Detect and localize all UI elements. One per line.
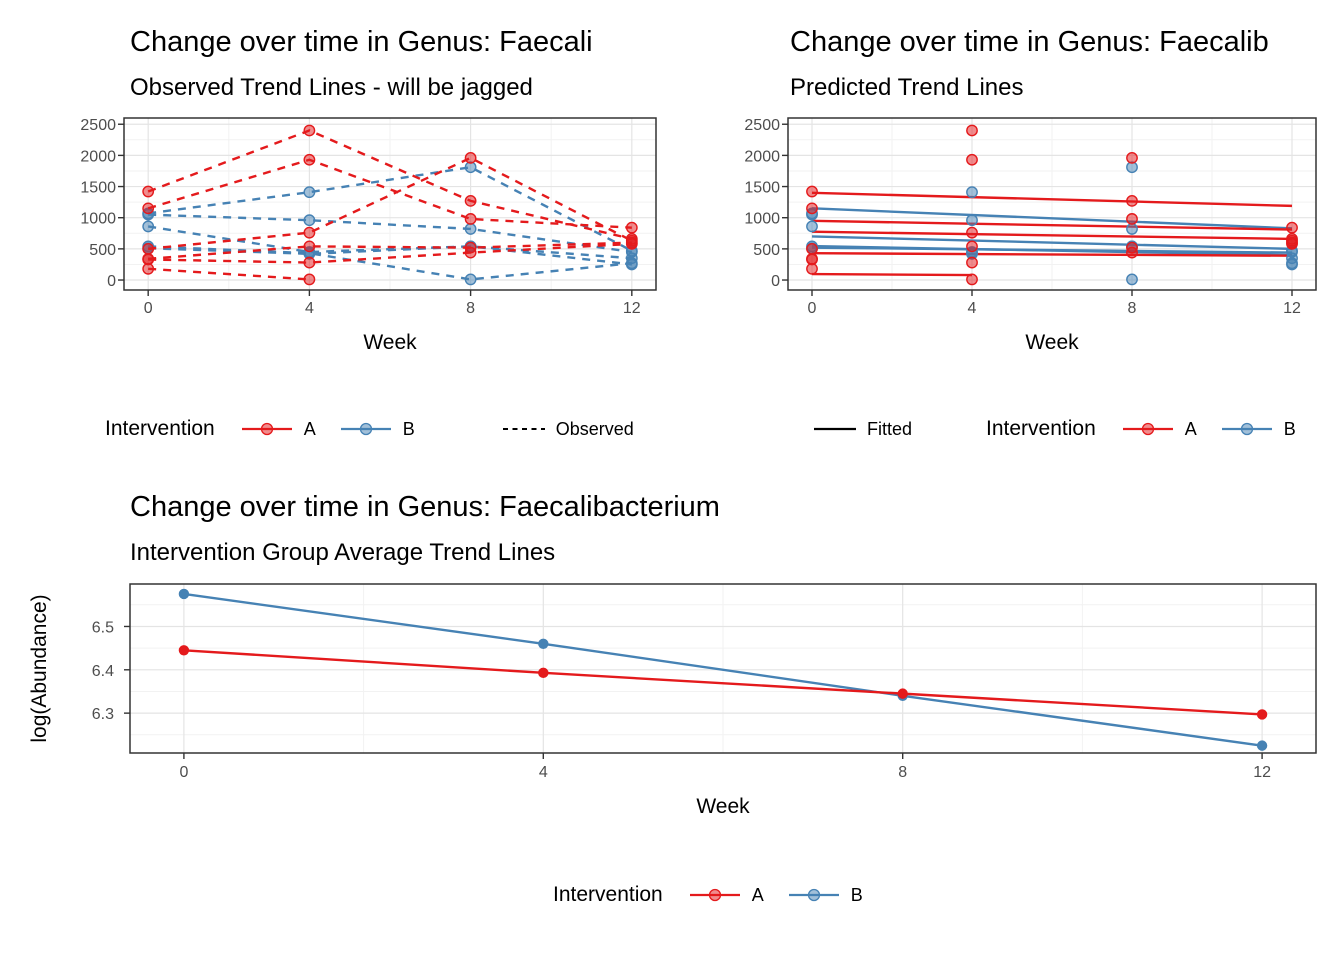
svg-text:4: 4 <box>539 764 548 781</box>
svg-text:2500: 2500 <box>80 117 116 134</box>
legend-item-a3-label: A <box>751 884 764 905</box>
legend-item-a: A <box>239 418 316 440</box>
svg-text:8: 8 <box>1128 300 1137 317</box>
svg-text:12: 12 <box>1283 300 1301 317</box>
dashed-line-key-icon <box>502 428 545 430</box>
svg-text:0: 0 <box>107 273 116 290</box>
average-legend-title: Intervention <box>553 883 663 906</box>
legend-item-a2: A <box>1120 418 1197 440</box>
legend-item-b: B <box>338 418 415 440</box>
legend-item-b2: B <box>1219 418 1296 440</box>
legend-key-a-icon <box>241 422 292 436</box>
legend-key-b-icon <box>340 422 391 436</box>
predicted-title: Change over time in Genus: Faecalib <box>790 26 1269 58</box>
svg-text:Week: Week <box>363 331 417 354</box>
legend-key-b-icon <box>788 888 839 902</box>
predicted-plot: 0 4 8 12 0 500 1000 1500 2000 2500 Week <box>744 117 1317 354</box>
svg-text:12: 12 <box>623 300 641 317</box>
svg-text:12: 12 <box>1253 764 1271 781</box>
svg-text:0: 0 <box>771 273 780 290</box>
observed-plot: 0 4 8 12 0 500 1000 1500 2000 2500 Week <box>80 117 657 354</box>
legend-key-a-icon <box>689 888 740 902</box>
svg-text:1500: 1500 <box>744 180 780 197</box>
legend-item-fitted-label: Fitted <box>867 418 913 439</box>
observed-subtitle: Observed Trend Lines - will be jagged <box>130 74 533 101</box>
legend-item-a3: A <box>687 884 764 906</box>
predicted-subtitle: Predicted Trend Lines <box>790 74 1024 101</box>
observed-title: Change over time in Genus: Faecali <box>130 26 593 58</box>
observed-legend-title: Intervention <box>105 417 215 440</box>
average-title: Change over time in Genus: Faecalibacter… <box>130 491 720 523</box>
legend-item-b-label: B <box>402 418 415 439</box>
legend-item-b2-label: B <box>1283 418 1296 439</box>
predicted-legend: Fitted Intervention A B <box>812 414 1318 444</box>
svg-text:4: 4 <box>305 300 314 317</box>
svg-text:500: 500 <box>753 242 780 259</box>
legend-item-b3: B <box>786 884 863 906</box>
svg-text:0: 0 <box>808 300 817 317</box>
legend-key-a-icon <box>1122 422 1173 436</box>
legend-key-b-icon <box>1221 422 1272 436</box>
svg-text:500: 500 <box>89 242 116 259</box>
legend-item-b3-label: B <box>850 884 863 905</box>
svg-text:Week: Week <box>1025 331 1079 354</box>
average-legend: Intervention A B <box>553 880 885 910</box>
legend-item-fitted: Fitted <box>812 418 912 440</box>
svg-text:Week: Week <box>696 795 750 818</box>
predicted-legend-title: Intervention <box>986 417 1096 440</box>
svg-text:6.4: 6.4 <box>92 663 114 680</box>
svg-text:log(Abundance): log(Abundance) <box>28 594 51 742</box>
svg-text:4: 4 <box>968 300 977 317</box>
average-subtitle: Intervention Group Average Trend Lines <box>130 539 556 566</box>
svg-text:8: 8 <box>466 300 475 317</box>
legend-item-a2-label: A <box>1184 418 1197 439</box>
legend-item-observed: Observed <box>501 418 634 440</box>
svg-text:0: 0 <box>144 300 153 317</box>
svg-text:2500: 2500 <box>744 117 780 134</box>
legend-item-observed-label: Observed <box>555 418 634 439</box>
svg-text:6.5: 6.5 <box>92 619 114 636</box>
svg-text:2000: 2000 <box>744 148 780 165</box>
svg-text:1000: 1000 <box>744 211 780 228</box>
svg-text:6.3: 6.3 <box>92 706 114 723</box>
svg-text:1500: 1500 <box>80 180 116 197</box>
svg-text:1000: 1000 <box>80 211 116 228</box>
solid-line-key-icon <box>814 427 856 431</box>
svg-text:2000: 2000 <box>80 148 116 165</box>
legend-item-a-label: A <box>303 418 316 439</box>
svg-text:8: 8 <box>898 764 907 781</box>
observed-legend: Intervention A B Observed <box>105 414 656 444</box>
svg-text:0: 0 <box>179 764 188 781</box>
average-plot: 0 4 8 12 6.3 6.4 6.5 Week log(Abundance) <box>28 583 1317 818</box>
